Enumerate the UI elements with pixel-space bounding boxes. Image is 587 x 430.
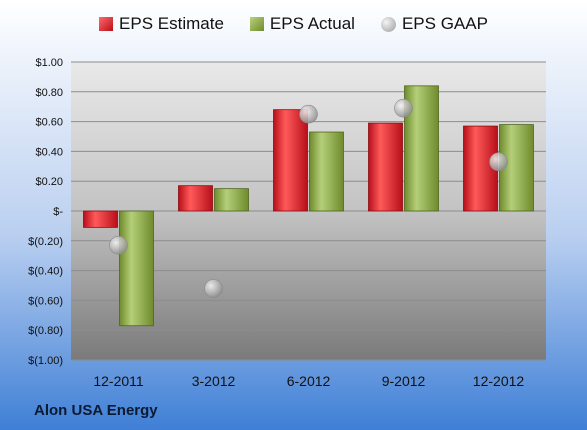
- legend-item-gaap: EPS GAAP: [380, 14, 488, 34]
- x-tick-label: 12-2012: [473, 373, 525, 389]
- bar-eps-actual: [119, 210, 154, 327]
- y-tick-label: $1.00: [35, 57, 63, 69]
- y-tick-label: $(0.40): [28, 266, 63, 278]
- bar-eps-actual: [214, 188, 249, 212]
- point-eps-gaap: [204, 279, 223, 298]
- y-tick-label: $0.80: [35, 87, 63, 99]
- legend-label-estimate: EPS Estimate: [119, 14, 224, 33]
- bar-eps-estimate: [463, 125, 498, 212]
- bar-eps-estimate: [273, 109, 308, 212]
- y-tick-label: $0.40: [35, 146, 63, 158]
- legend-label-actual: EPS Actual: [269, 14, 355, 33]
- y-tick-label: $0.60: [35, 117, 63, 129]
- company-name: Alon USA Energy: [34, 402, 158, 419]
- legend-swatch-estimate: [99, 17, 114, 31]
- bar-eps-estimate: [368, 122, 403, 212]
- y-tick-label: $(0.20): [28, 236, 63, 248]
- bar-eps-actual: [309, 131, 344, 212]
- point-eps-gaap: [299, 104, 318, 124]
- bar-eps-estimate: [178, 185, 213, 212]
- x-tick-label: 6-2012: [287, 373, 331, 389]
- x-axis-ticks: 12-2011 3-2012 6-2012 9-2012 12-2012: [93, 373, 524, 389]
- legend-label-gaap: EPS GAAP: [401, 14, 488, 33]
- legend-item-estimate: EPS Estimate: [99, 14, 224, 34]
- y-tick-label: $(0.60): [28, 295, 63, 307]
- y-axis-ticks: $1.00 $0.80 $0.60 $0.40 $0.20 $- $(0.20) $(0.40…: [28, 57, 63, 367]
- point-eps-gaap: [109, 235, 128, 255]
- legend-swatch-actual: [249, 17, 264, 31]
- x-tick-label: 9-2012: [382, 373, 426, 389]
- gaap-points: [109, 98, 508, 298]
- point-eps-gaap: [394, 98, 413, 118]
- legend: EPS Estimate EPS Actual EPS GAAP: [0, 14, 587, 34]
- y-tick-label: $-: [53, 206, 63, 218]
- x-tick-label: 12-2011: [93, 373, 144, 389]
- x-tick-label: 3-2012: [192, 373, 236, 389]
- point-eps-gaap: [489, 152, 508, 172]
- legend-item-actual: EPS Actual: [249, 14, 355, 34]
- bar-eps-estimate: [83, 210, 118, 228]
- y-tick-label: $(1.00): [28, 355, 63, 367]
- legend-swatch-gaap: [380, 16, 396, 32]
- y-tick-label: $(0.80): [28, 325, 63, 337]
- bars: [83, 85, 534, 327]
- y-tick-label: $0.20: [35, 176, 63, 188]
